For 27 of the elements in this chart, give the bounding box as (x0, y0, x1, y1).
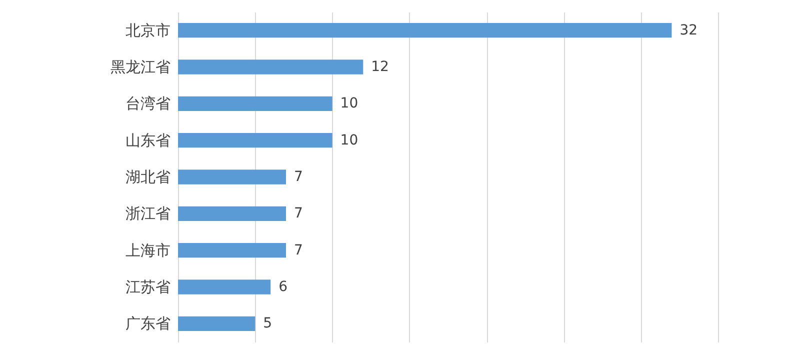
data-label: 7 (294, 169, 303, 185)
y-tick-label: 浙江省 (126, 204, 170, 223)
bar (178, 133, 332, 148)
y-tick-label: 广东省 (126, 314, 170, 333)
bar (178, 23, 672, 38)
bar (178, 170, 286, 184)
y-tick-label: 上海市 (126, 241, 170, 260)
bar (178, 206, 286, 221)
y-tick-label: 山东省 (126, 131, 170, 150)
bar (178, 96, 332, 111)
data-label: 7 (294, 206, 303, 222)
data-label: 7 (294, 242, 303, 258)
y-tick-label: 湖北省 (126, 168, 170, 186)
bar (178, 60, 364, 74)
bar (178, 243, 286, 258)
bar (178, 316, 256, 331)
y-tick-label: 北京市 (126, 21, 170, 40)
data-label: 10 (340, 96, 358, 112)
y-tick-label: 黑龙江省 (110, 58, 170, 76)
bar (178, 280, 271, 294)
y-tick-label: 台湾省 (126, 94, 170, 113)
data-label: 5 (263, 316, 272, 332)
data-label: 6 (278, 279, 288, 295)
data-label: 12 (371, 59, 389, 75)
y-tick-label: 江苏省 (126, 278, 170, 296)
data-label: 32 (680, 22, 698, 38)
data-label: 10 (340, 132, 358, 148)
